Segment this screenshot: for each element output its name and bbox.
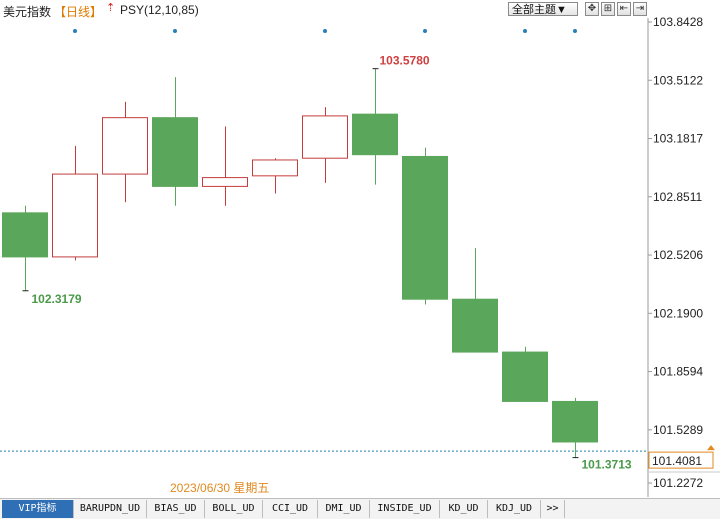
y-tick-label: 103.1817	[653, 132, 703, 146]
indicator-label[interactable]: PSY(12,10,85)	[120, 3, 199, 17]
indicator-tab[interactable]: INSIDE_UD	[370, 500, 440, 518]
scroll-right-icon[interactable]: ⇥	[633, 2, 647, 16]
candle	[452, 248, 498, 353]
indicator-tab[interactable]: VIP指标	[2, 500, 74, 518]
candle	[552, 397, 598, 458]
low-price-label-left: 102.3179	[32, 292, 82, 306]
indicator-tab[interactable]: CCI_UD	[263, 500, 318, 518]
zoom-tool-icon[interactable]: ⊞	[601, 2, 615, 16]
candle	[2, 205, 48, 291]
candle-body	[2, 212, 48, 258]
low-price-label-right: 101.3713	[582, 458, 632, 472]
chart-title: 美元指数	[3, 5, 52, 19]
candle-body	[402, 155, 448, 300]
max-price-label: 103.5780	[380, 54, 430, 68]
indicator-tab-bar: VIP指标 BARUPDN_UD BIAS_UD BOLL_UD CCI_UD DMI_U…	[0, 498, 720, 519]
y-tick-label: 102.5206	[653, 248, 703, 262]
candle-body	[302, 115, 348, 159]
candle	[52, 145, 98, 261]
candle-body	[152, 117, 198, 187]
period-tag[interactable]: 【日线】	[54, 5, 103, 19]
indicator-tab[interactable]: BIAS_UD	[147, 500, 205, 518]
move-tool-icon[interactable]: ✥	[585, 2, 599, 16]
candle	[502, 346, 548, 402]
candle	[152, 77, 198, 206]
indicator-up-icon: ⇡	[106, 2, 116, 14]
indicator-tab[interactable]: BARUPDN_UD	[74, 500, 147, 518]
y-tick-label: 101.8594	[653, 365, 703, 379]
y-tick-label: 102.8511	[653, 190, 702, 204]
candle	[102, 101, 148, 203]
candle	[202, 126, 248, 206]
candle-body	[202, 177, 248, 187]
candle-body	[102, 117, 148, 175]
candle	[252, 158, 298, 194]
candle-body	[552, 400, 598, 443]
current-price-label: 101.4081	[652, 454, 702, 468]
indicator-tab[interactable]: KDJ_UD	[488, 500, 541, 518]
candle-body	[52, 173, 98, 258]
scroll-left-icon[interactable]: ⇤	[617, 2, 631, 16]
candle-body	[502, 351, 548, 402]
event-marker-icon	[523, 29, 527, 33]
y-tick-label: 103.8428	[653, 15, 703, 29]
indicator-tab[interactable]: DMI_UD	[318, 500, 370, 518]
candle-body	[352, 113, 398, 156]
indicator-tab[interactable]: BOLL_UD	[205, 500, 263, 518]
candle-body	[252, 159, 298, 177]
theme-select[interactable]: 全部主题▼	[508, 2, 578, 16]
candle-body	[452, 298, 498, 353]
date-label: 2023/06/30 星期五	[170, 481, 269, 495]
y-tick-label: 101.2272	[653, 476, 703, 490]
indicator-tab[interactable]: KD_UD	[440, 500, 488, 518]
y-tick-label: 101.5289	[653, 423, 703, 437]
price-up-arrow-icon	[707, 445, 715, 451]
candle	[402, 147, 448, 305]
event-marker-icon	[423, 29, 427, 33]
event-marker-icon	[173, 29, 177, 33]
current-price-box	[648, 451, 714, 469]
event-marker-icon	[573, 29, 577, 33]
candle	[302, 107, 348, 183]
candlestick-chart[interactable]: 103.8428 103.5122 103.1817 102.8511 102.5206…	[0, 0, 720, 498]
y-tick-label: 103.5122	[653, 73, 703, 87]
chart-header: 美元指数 【日线】 ⇡ PSY(12,10,85) 全部主题▼ ✥ ⊞ ⇤ ⇥	[0, 0, 720, 20]
event-marker-icon	[323, 29, 327, 33]
y-tick-label: 102.1900	[653, 306, 703, 320]
more-tabs-button[interactable]: >>	[541, 500, 565, 518]
candle	[352, 68, 398, 185]
event-marker-icon	[73, 29, 77, 33]
